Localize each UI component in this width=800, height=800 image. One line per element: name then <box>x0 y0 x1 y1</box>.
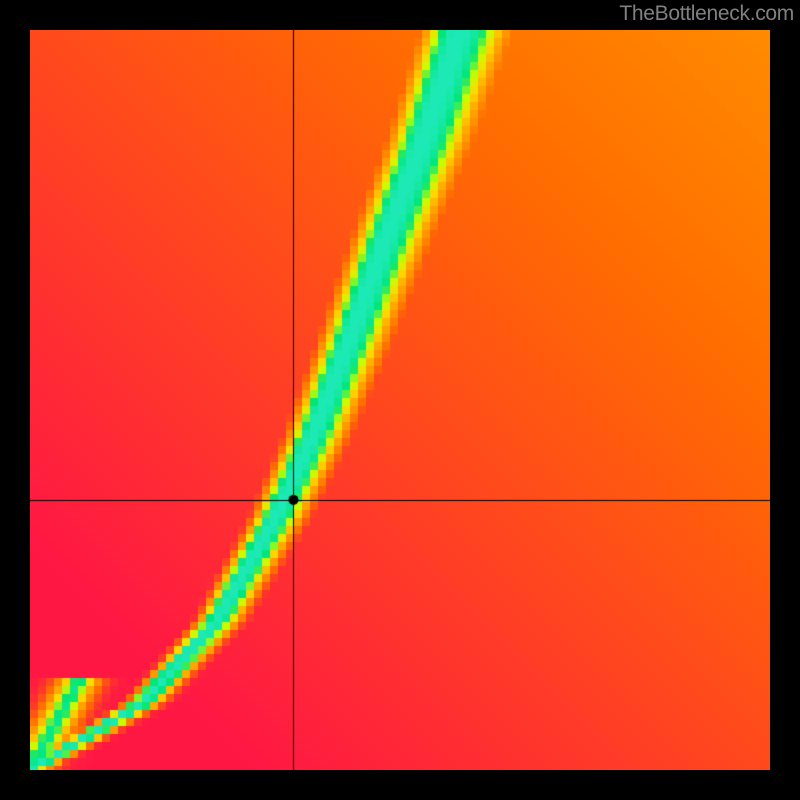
frame-left <box>0 0 30 800</box>
frame-bottom <box>0 770 800 800</box>
bottleneck-heatmap <box>30 30 770 770</box>
watermark-text: TheBottleneck.com <box>619 0 800 26</box>
frame-right <box>770 0 800 800</box>
